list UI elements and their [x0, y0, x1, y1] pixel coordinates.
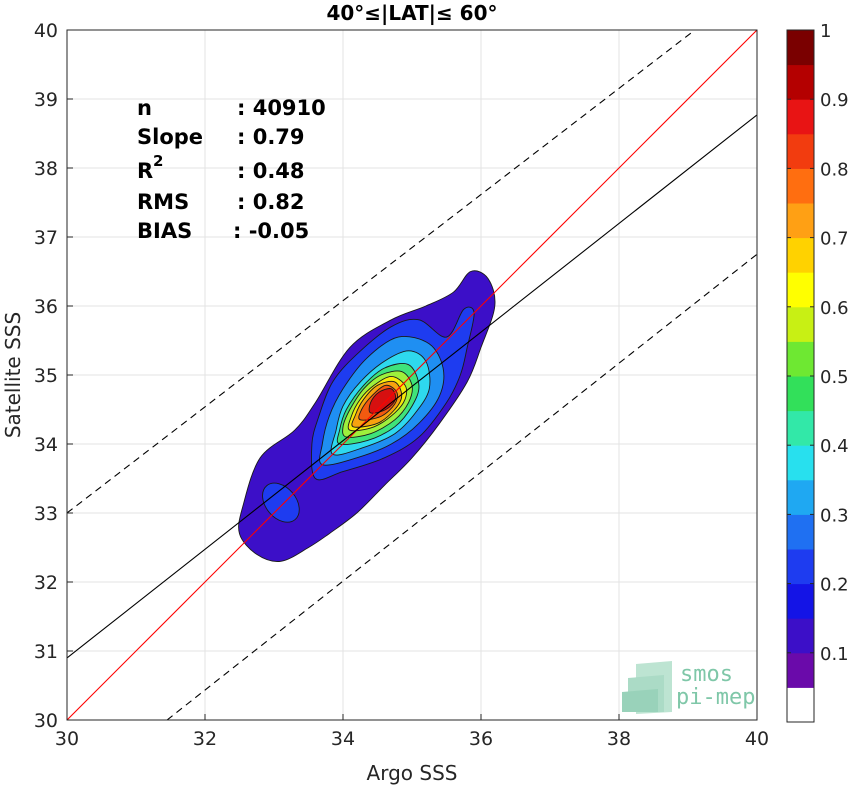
stat-bias-value: : -0.05: [233, 219, 309, 243]
colorbar-segment: [787, 410, 814, 446]
colorbar-segment: [787, 583, 814, 619]
y-tick-label: 34: [34, 434, 58, 456]
x-tick-label: 34: [331, 728, 355, 750]
colorbar-segment: [787, 514, 814, 550]
colorbar-segment: [787, 618, 814, 654]
colorbar-tick-label: 0.1: [820, 644, 849, 665]
colorbar: [787, 30, 814, 723]
colorbar-segment: [787, 99, 814, 135]
y-tick-label: 32: [34, 572, 58, 594]
y-tick-label: 40: [34, 20, 58, 42]
y-tick-label: 33: [34, 503, 58, 525]
colorbar-segment: [787, 479, 814, 515]
colorbar-segment: [787, 168, 814, 204]
smos-pimep-logo: smos pi-mep: [622, 661, 755, 714]
colorbar-tick-label: 1: [820, 21, 831, 42]
y-axis-ticks: 30 31 32 33 34 35 36 37 38 39 40: [34, 20, 73, 732]
x-axis-ticks: 30 32 34 36 38 40: [55, 714, 769, 750]
y-tick-label: 35: [34, 365, 58, 387]
colorbar-segment: [787, 272, 814, 308]
colorbar-segment: [787, 237, 814, 273]
colorbar-tick-label: 0.2: [820, 575, 849, 596]
colorbar-segment: [787, 341, 814, 377]
y-tick-label: 36: [34, 296, 58, 318]
logo-text-pimep: pi-mep: [676, 685, 755, 710]
stat-slope-label: Slope: [137, 125, 203, 149]
contour-blob: [262, 482, 300, 523]
x-tick-label: 32: [193, 728, 217, 750]
logo-text-smos: smos: [680, 662, 733, 687]
stat-r2-value: : 0.48: [237, 159, 305, 183]
colorbar-tick-label: 0.5: [820, 367, 849, 388]
stats-box: n : 40910 Slope : 0.79 R 2 : 0.48 RMS : …: [137, 96, 326, 243]
stat-slope-value: : 0.79: [237, 125, 305, 149]
contour-level-9: [368, 388, 397, 414]
x-tick-label: 38: [607, 728, 631, 750]
x-tick-label: 40: [745, 728, 769, 750]
colorbar-segment: [787, 652, 814, 688]
colorbar-segment: [787, 64, 814, 100]
colorbar-segment: [787, 445, 814, 481]
line-upper-bound: [67, 30, 696, 514]
y-tick-label: 31: [34, 641, 58, 663]
chart-title: 40°≤|LAT|≤ 60°: [326, 1, 497, 25]
stat-n-label: n: [137, 96, 152, 120]
stat-r2-label: R: [137, 159, 153, 183]
colorbar-segment: [787, 133, 814, 169]
reference-lines: [67, 30, 757, 720]
colorbar-segment: [787, 306, 814, 342]
stat-r2-superscript: 2: [153, 152, 163, 170]
x-tick-label: 30: [55, 728, 79, 750]
x-tick-label: 36: [469, 728, 493, 750]
colorbar-ticks: 0.1 0.2 0.3 0.4 0.5 0.6 0.7 0.8 0.9 1: [787, 21, 849, 665]
y-axis-label: Satellite SSS: [1, 312, 25, 438]
stat-rms-label: RMS: [137, 190, 189, 214]
line-lower-bound: [166, 253, 757, 720]
colorbar-tick-label: 0.4: [820, 436, 849, 457]
colorbar-segment: [787, 376, 814, 412]
colorbar-tick-label: 0.6: [820, 298, 849, 319]
y-tick-label: 37: [34, 227, 58, 249]
stat-rms-value: : 0.82: [237, 190, 305, 214]
colorbar-tick-label: 0.8: [820, 159, 849, 180]
colorbar-tick-label: 0.7: [820, 229, 849, 250]
logo-waves-icon: [622, 661, 672, 714]
colorbar-segment: [787, 687, 814, 723]
y-tick-label: 39: [34, 89, 58, 111]
colorbar-tick-label: 0.3: [820, 505, 849, 526]
colorbar-segment: [787, 549, 814, 585]
y-tick-label: 38: [34, 158, 58, 180]
colorbar-tick-label: 0.9: [820, 90, 849, 111]
line-identity: [67, 30, 757, 720]
stat-bias-label: BIAS: [137, 219, 192, 243]
colorbar-segment: [787, 30, 814, 66]
y-tick-label: 30: [34, 710, 58, 732]
stat-n-value: : 40910: [237, 96, 326, 120]
line-regression: [67, 114, 757, 659]
x-axis-label: Argo SSS: [367, 761, 458, 785]
colorbar-segment: [787, 203, 814, 239]
